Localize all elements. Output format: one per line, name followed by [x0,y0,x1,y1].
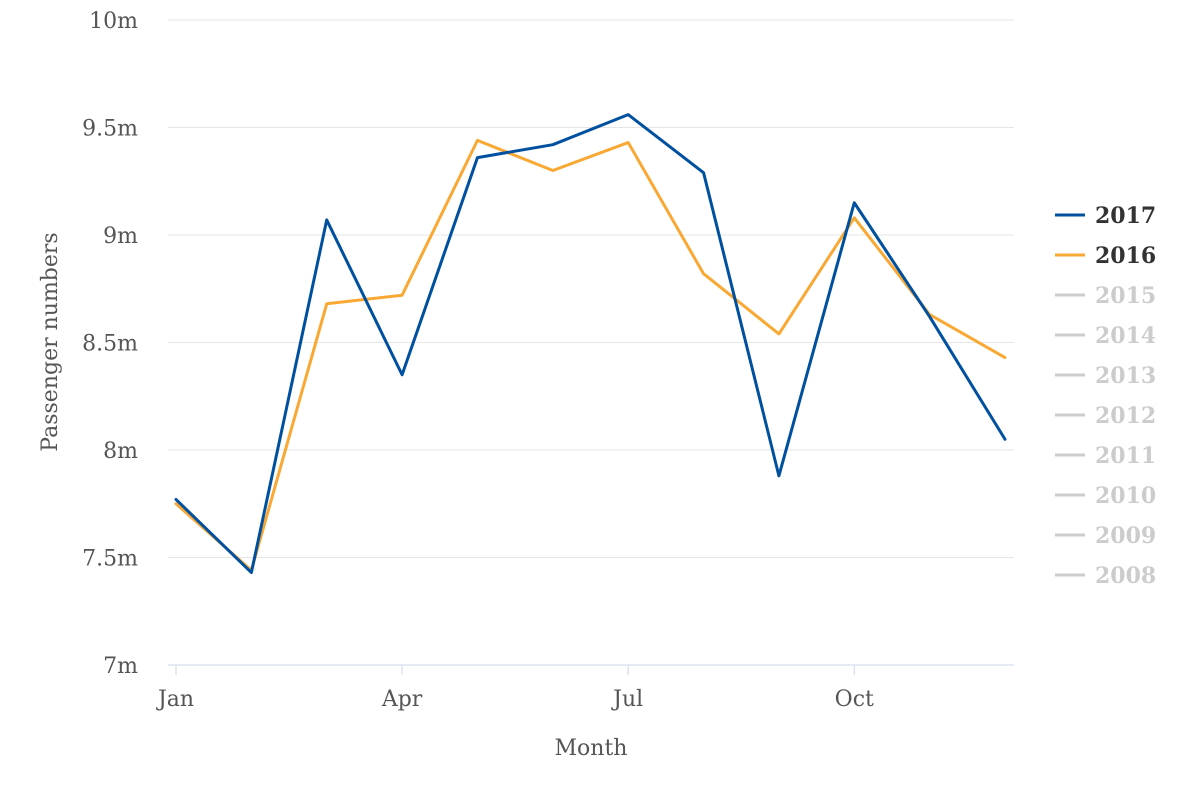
legend-label: 2011 [1095,443,1156,469]
y-tick-label: 7.5m [82,547,138,572]
y-axis-title: Passenger numbers [38,232,63,451]
legend-label: 2014 [1095,323,1156,349]
x-axis-title: Month [555,736,628,761]
legend: 2017 2016 2015 2014 2013 2012 2011 2010 2009 2008 [1055,203,1156,589]
y-tick-label: 9m [103,224,138,249]
legend-label: 2017 [1095,203,1156,229]
x-tick-label: Jul [611,687,643,712]
legend-label: 2015 [1095,283,1156,309]
legend-label: 2008 [1095,563,1156,589]
x-tick-label: Oct [835,687,874,712]
legend-label: 2013 [1095,363,1156,389]
legend-item-2013[interactable]: 2013 [1055,363,1156,389]
legend-label: 2010 [1095,483,1156,509]
legend-label: 2016 [1095,243,1156,269]
legend-item-2012[interactable]: 2012 [1055,403,1156,429]
legend-item-2017[interactable]: 2017 [1055,203,1156,229]
x-axis: Jan Apr Jul Oct [156,664,1014,712]
legend-item-2011[interactable]: 2011 [1055,443,1156,469]
legend-item-2010[interactable]: 2010 [1055,483,1156,509]
legend-label: 2012 [1095,403,1156,429]
legend-label: 2009 [1095,523,1156,549]
series-line-2017[interactable] [174,113,1007,575]
legend-item-2008[interactable]: 2008 [1055,563,1156,589]
series-layer [174,113,1007,575]
y-tick-label: 10m [89,9,138,34]
series-line-2016[interactable] [174,138,1007,572]
y-tick-label: 8m [103,439,138,464]
x-tick-label: Apr [381,687,423,712]
y-axis-ticks: 7m 7.5m 8m 8.5m 9m 9.5m 10m [82,9,138,679]
legend-item-2015[interactable]: 2015 [1055,283,1156,309]
y-tick-label: 8.5m [82,332,138,357]
gridlines [168,19,1014,558]
legend-item-2016[interactable]: 2016 [1055,243,1156,269]
legend-item-2009[interactable]: 2009 [1055,523,1156,549]
y-tick-label: 9.5m [82,117,138,142]
legend-item-2014[interactable]: 2014 [1055,323,1156,349]
y-tick-label: 7m [103,654,138,679]
x-tick-label: Jan [156,687,194,712]
